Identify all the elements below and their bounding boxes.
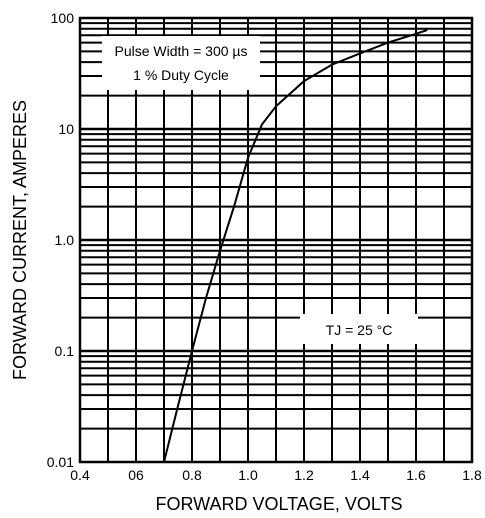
- duty-cycle-text: 1 % Duty Cycle: [133, 67, 229, 83]
- y-tick-label: 10: [58, 121, 74, 137]
- y-axis-title: FORWARD CURRENT, AMPERES: [10, 100, 30, 380]
- x-tick-labels: 0.4 06 0.8 1.0 1.2 1.4 1.6 1.8: [70, 467, 482, 483]
- y-tick-labels: 0.01 0.1 1.0 10 100: [47, 10, 74, 470]
- forward-current-curve: [163, 29, 428, 463]
- y-tick-label: 1.0: [55, 232, 75, 248]
- y-tick-label: 100: [51, 10, 75, 26]
- y-tick-label: 0.01: [47, 454, 74, 470]
- x-tick-label: 06: [128, 467, 144, 483]
- x-tick-label: 1.6: [406, 467, 426, 483]
- x-tick-label: 1.4: [350, 467, 370, 483]
- temperature-text: TJ = 25 °C: [326, 322, 393, 338]
- x-axis-title: FORWARD VOLTAGE, VOLTS: [155, 494, 402, 514]
- x-tick-label: 0.8: [182, 467, 202, 483]
- x-tick-label: 1.0: [238, 467, 258, 483]
- x-tick-label: 1.2: [294, 467, 314, 483]
- y-tick-label: 0.1: [55, 343, 75, 359]
- plot-border: [78, 16, 474, 464]
- x-tick-label: 1.8: [462, 467, 482, 483]
- temperature-annotation-box: [300, 314, 418, 344]
- x-tick-label: 0.4: [70, 467, 90, 483]
- temperature-annotation: TJ = 25 °C: [300, 314, 418, 344]
- pulse-width-text: Pulse Width = 300 µs: [115, 43, 248, 59]
- pulse-annotation-box: [102, 36, 260, 90]
- curve-layer: [163, 29, 428, 463]
- pulse-annotation: Pulse Width = 300 µs 1 % Duty Cycle: [102, 36, 260, 90]
